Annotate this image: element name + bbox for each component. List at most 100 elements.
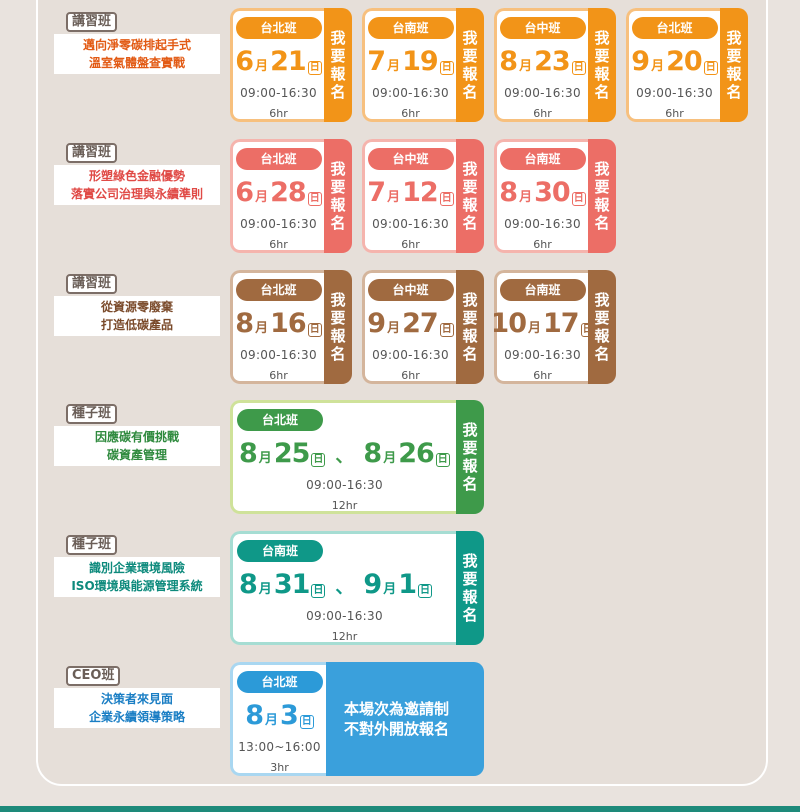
session-hours: 6hr (401, 238, 420, 251)
signup-char: 要 (462, 570, 478, 588)
session-time: 09:00-16:30 (372, 217, 449, 231)
session-info: 台南班 8 月 30 日 09:00-16:30 6hr (494, 139, 588, 253)
session-date: 8 月 16 日 (235, 305, 322, 343)
session-info: 台南班 8 月 31 日、 9 月 1 日 09:00-16:30 12hr (230, 531, 456, 645)
month-unit: 月 (255, 190, 269, 205)
session-info: 台南班 10月17日 09:00-16:30 6hr (494, 270, 595, 384)
session-time: 09:00-16:30 (504, 217, 581, 231)
signup-char: 名 (330, 83, 346, 101)
session-card: 台北班 8 月 16 日 09:00-16:30 6hr 我要報名 (230, 270, 352, 384)
month-unit: 月 (528, 321, 542, 336)
signup-button[interactable]: 我要報名 (324, 8, 352, 122)
signup-button[interactable]: 我要報名 (456, 270, 484, 384)
course-type-tag: 種子班 (66, 535, 118, 555)
course-row: 種子班 識別企業環境風險 ISO環境與能源管理系統 台南班 8 月 31 日、 9 月 1 日 09:0… (0, 531, 800, 645)
month-unit: 月 (258, 451, 272, 466)
city-badge: 台中班 (367, 279, 454, 301)
signup-char: 名 (462, 606, 478, 624)
course-type-tag: CEO班 (66, 666, 121, 686)
signup-button[interactable]: 我要報名 (588, 8, 616, 122)
signup-char: 名 (462, 345, 478, 363)
city-badge: 台南班 (499, 148, 586, 170)
signup-button[interactable]: 我要報名 (456, 400, 484, 514)
session-hours: 6hr (665, 107, 684, 120)
day-number: 1 (398, 569, 417, 600)
session-hours: 6hr (533, 107, 552, 120)
session-date: 10月17日 (494, 305, 595, 343)
signup-char: 報 (462, 196, 478, 214)
signup-char: 我 (462, 291, 478, 309)
signup-char: 我 (330, 29, 346, 47)
signup-char: 要 (462, 309, 478, 327)
signup-char: 要 (330, 178, 346, 196)
city-badge: 台北班 (235, 148, 322, 170)
course-title: 從資源零廢棄 打造低碳產品 (54, 296, 220, 336)
signup-char: 我 (462, 160, 478, 178)
signup-button[interactable]: 我要報名 (324, 270, 352, 384)
session-date: 9 月 27 日 (367, 305, 454, 343)
signup-char: 報 (726, 65, 742, 83)
month-number: 7 (367, 46, 386, 77)
signup-char: 要 (462, 47, 478, 65)
session-info: 台中班 8 月 23 日 09:00-16:30 6hr (494, 8, 588, 122)
day-unit: 日 (307, 323, 322, 337)
month-number: 6 (235, 177, 254, 208)
month-unit: 月 (383, 582, 397, 597)
city-badge: 台北班 (236, 671, 323, 693)
course-title: 邁向淨零碳排起手式 溫室氣體盤查實戰 (54, 34, 220, 74)
month-number: 9 (363, 569, 382, 600)
session-time: 09:00-16:30 (306, 609, 383, 623)
day-unit: 日 (571, 192, 586, 206)
session-hours: 6hr (269, 238, 288, 251)
day-number: 21 (270, 46, 307, 77)
signup-button[interactable]: 我要報名 (456, 139, 484, 253)
month-number: 8 (499, 177, 518, 208)
invite-only-notice: 本場次為邀請制 不對外開放報名 (326, 662, 484, 776)
signup-char: 我 (462, 552, 478, 570)
signup-button[interactable]: 我要報名 (588, 139, 616, 253)
session-time: 09:00-16:30 (240, 217, 317, 231)
city-badge: 台中班 (367, 148, 454, 170)
signup-char: 名 (726, 83, 742, 101)
course-type-tag: 講習班 (66, 143, 118, 163)
session-info: 台中班 9 月 27 日 09:00-16:30 6hr (362, 270, 456, 384)
session-hours: 12hr (331, 499, 358, 512)
signup-char: 我 (462, 421, 478, 439)
session-card: 台北班 6 月 28 日 09:00-16:30 6hr 我要報名 (230, 139, 352, 253)
signup-button[interactable]: 我要報名 (456, 8, 484, 122)
session-time: 09:00-16:30 (372, 348, 449, 362)
session-card: 台南班 8 月 30 日 09:00-16:30 6hr 我要報名 (494, 139, 616, 253)
session-date: 8 月 23 日 (499, 43, 586, 81)
signup-button[interactable]: 我要報名 (324, 139, 352, 253)
signup-char: 報 (330, 327, 346, 345)
signup-button[interactable]: 我要報名 (588, 270, 616, 384)
month-unit: 月 (387, 190, 401, 205)
signup-char: 要 (330, 47, 346, 65)
month-unit: 月 (258, 582, 272, 597)
signup-char: 名 (594, 83, 610, 101)
city-badge: 台北班 (631, 17, 718, 39)
month-number: 9 (631, 46, 650, 77)
session-date: 8 月 31 日、 9 月 1 日 (239, 566, 432, 604)
session-card: 台中班 9 月 27 日 09:00-16:30 6hr 我要報名 (362, 270, 484, 384)
month-unit: 月 (264, 713, 278, 728)
signup-char: 要 (594, 309, 610, 327)
course-title: 決策者來見面 企業永續領導策略 (54, 688, 220, 728)
signup-button[interactable]: 我要報名 (720, 8, 748, 122)
day-unit: 日 (571, 61, 586, 75)
signup-char: 我 (330, 291, 346, 309)
course-type-tag: 講習班 (66, 274, 118, 294)
course-title-line: ISO環境與能源管理系統 (71, 579, 203, 593)
session-time: 09:00-16:30 (636, 86, 713, 100)
session-info: 台北班 9 月 20 日 09:00-16:30 6hr (626, 8, 720, 122)
course-title: 形塑綠色金融優勢 落實公司治理與永續準則 (54, 165, 220, 205)
month-number: 6 (235, 46, 254, 77)
session-hours: 6hr (401, 107, 420, 120)
day-number: 16 (270, 308, 307, 339)
city-badge: 台南班 (499, 279, 586, 301)
date-separator: 、 (335, 446, 354, 467)
signup-button[interactable]: 我要報名 (456, 531, 484, 645)
course-title-line: 識別企業環境風險 (88, 561, 185, 575)
